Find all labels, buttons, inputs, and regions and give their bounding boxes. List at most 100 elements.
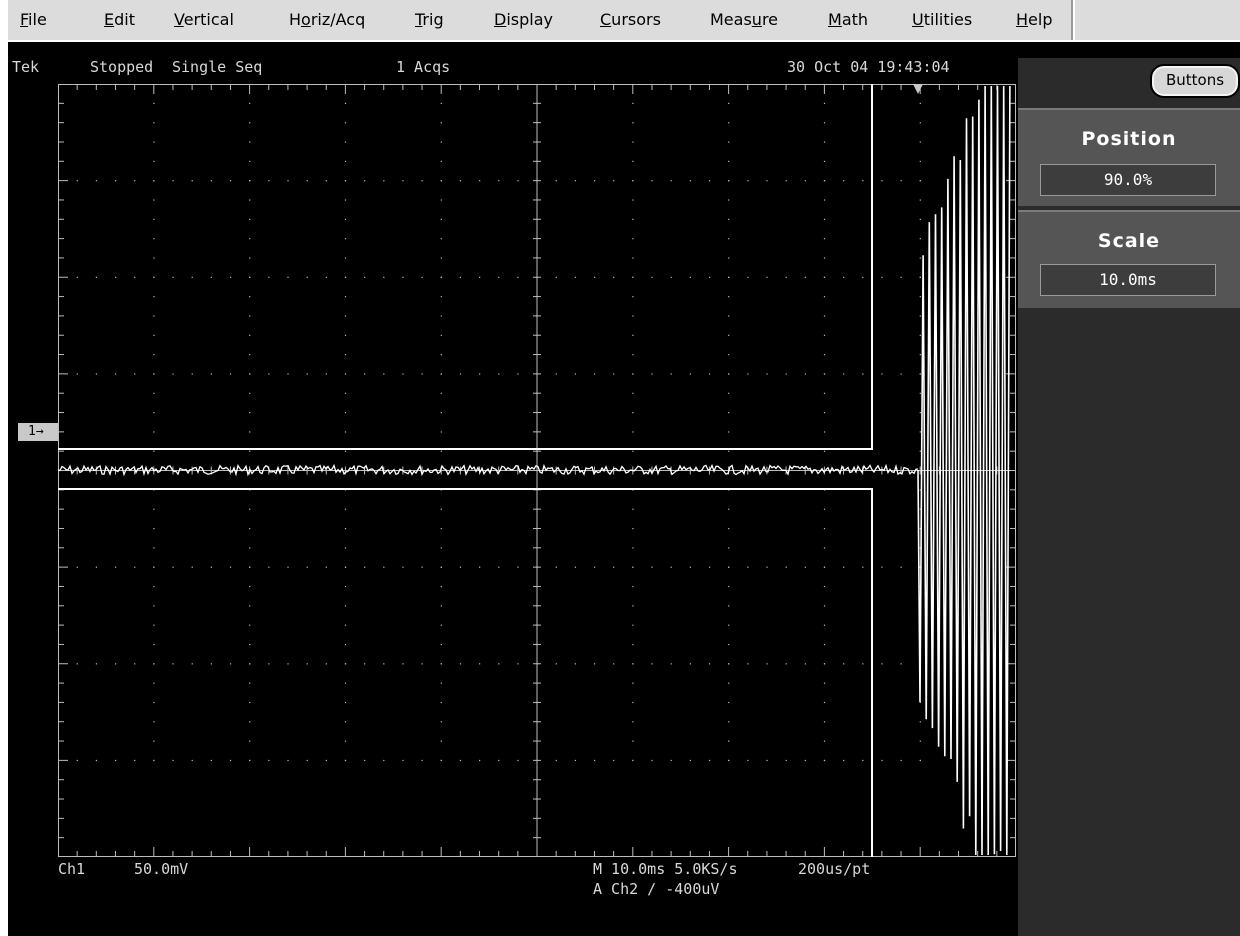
grid-dot (153, 585, 155, 588)
grid-dot (728, 527, 730, 530)
grid-dot (613, 180, 615, 182)
baseline-noise-trace (58, 463, 919, 477)
grid-dot (632, 566, 634, 568)
grid-dot (708, 566, 711, 568)
grid-dot (900, 566, 902, 568)
menu-vertical[interactable]: Vertical (174, 10, 234, 29)
grid-dot (498, 566, 500, 568)
grid-dot (632, 721, 634, 723)
grid-dot (632, 334, 634, 336)
grid-dot (249, 315, 251, 317)
grid-dot (862, 566, 864, 568)
grid-dot (344, 701, 347, 704)
grid-dot (229, 663, 232, 665)
menu-help[interactable]: Help (1016, 10, 1053, 29)
grid-dot (766, 373, 768, 375)
grid-dot (632, 508, 634, 510)
grid-dot (728, 199, 730, 201)
grid-dot (632, 141, 634, 143)
grid-dot (843, 180, 845, 182)
position-value[interactable]: 90.0% (1040, 164, 1216, 196)
grid-dot (728, 122, 730, 124)
grid-dot (919, 373, 921, 375)
arrow-right-icon: → (35, 424, 44, 439)
grid-dot (172, 566, 174, 568)
grid-dot (249, 141, 251, 143)
grid-dot (229, 566, 232, 568)
grid-dot (153, 354, 155, 356)
grid-dot (919, 450, 921, 452)
menu-edit[interactable]: Edit (104, 10, 135, 29)
grid-dot (229, 276, 232, 278)
grid-dot (632, 373, 634, 375)
grid-dot (210, 566, 212, 568)
grid-dot (728, 682, 730, 684)
grid-dot (766, 663, 768, 665)
grid-dot (823, 585, 826, 588)
position-control[interactable]: Position 90.0% (1018, 108, 1240, 206)
menu-display[interactable]: Display (494, 10, 553, 29)
grid-dot (344, 431, 347, 433)
grid-dot (325, 180, 327, 182)
scale-value[interactable]: 10.0ms (1040, 264, 1216, 296)
grid-dot (823, 257, 826, 259)
menu-utilities[interactable]: Utilities (912, 10, 973, 29)
grid-dot (862, 373, 864, 375)
timebase-readout[interactable]: M 10.0ms 5.0KS/s (593, 860, 738, 878)
menu-trig[interactable]: Trig (415, 10, 444, 29)
scale-control[interactable]: Scale 10.0ms (1018, 210, 1240, 308)
grid-dot (440, 218, 442, 220)
grid-dot (249, 721, 251, 723)
grid-dot (728, 663, 730, 665)
grid-dot (76, 373, 78, 375)
menu-cursors[interactable]: Cursors (600, 10, 661, 29)
ch1-level-marker[interactable]: 1→ (18, 423, 58, 441)
trigger-position-icon (913, 84, 923, 94)
buttons-button[interactable]: Buttons (1150, 64, 1240, 98)
grid-dot (498, 759, 500, 762)
trigger-readout[interactable]: A Ch2 ∕ -400uV (593, 880, 720, 898)
grid-dot (804, 759, 806, 762)
ch1-label[interactable]: Ch1 (58, 860, 86, 878)
grid-dot (249, 238, 251, 240)
menu-math[interactable]: Math (828, 10, 869, 29)
grid-dot (574, 276, 577, 278)
grid-dot (632, 257, 634, 259)
grid-dot (402, 663, 404, 665)
grid-dot (823, 450, 826, 452)
grid-dot (421, 276, 423, 278)
grid-dot (268, 663, 270, 665)
grid-dot (344, 218, 347, 220)
grid-dot (517, 663, 519, 665)
window-upper-line (58, 84, 873, 450)
grid-dot (325, 759, 327, 762)
menu-horiz-acq[interactable]: Horiz/Acq (289, 10, 366, 29)
menu-measure[interactable]: Measure (710, 10, 779, 29)
grid-dot (268, 180, 270, 182)
grid-dot (344, 547, 347, 549)
grid-dot (249, 431, 251, 433)
grid-dot (344, 334, 347, 336)
grid-dot (440, 585, 442, 588)
grid-dot (95, 566, 98, 568)
grid-dot (919, 431, 921, 433)
grid-dot (498, 180, 500, 182)
trigger-position-marker[interactable] (913, 84, 923, 94)
grid-dot (670, 566, 672, 568)
ch1-scale[interactable]: 50.0mV (134, 860, 189, 878)
grid-dot (804, 566, 806, 568)
grid-dot (172, 276, 174, 278)
grid-dot (823, 759, 826, 762)
grid-dot (249, 122, 251, 124)
grid-dot (153, 122, 155, 124)
waveform-display[interactable] (58, 84, 1016, 857)
grid-dot (191, 566, 193, 568)
grid-dot (153, 218, 155, 220)
grid-dot (440, 199, 442, 201)
grid-dot (421, 759, 423, 762)
grid-dot (823, 566, 826, 568)
grid-dot (498, 373, 500, 375)
grid-dot (708, 663, 711, 665)
grid-dot (76, 180, 78, 182)
menu-file[interactable]: File (20, 10, 47, 29)
